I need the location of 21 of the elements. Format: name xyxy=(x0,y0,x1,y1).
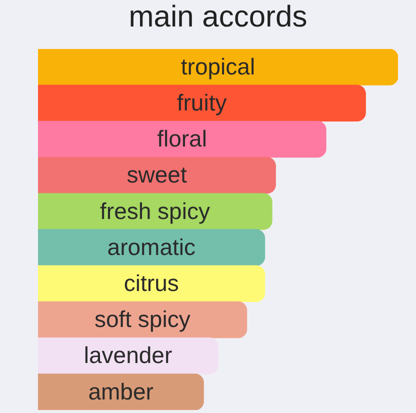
bar xyxy=(38,84,366,122)
y-tick-label: lavender xyxy=(84,342,172,368)
bar xyxy=(38,120,326,158)
y-tick-label: citrus xyxy=(124,270,179,296)
bar xyxy=(38,229,266,266)
y-tick-label: tropical xyxy=(180,53,256,80)
y-tick-label: amber xyxy=(88,378,154,404)
y-tick-label: fruity xyxy=(176,89,228,116)
bar xyxy=(38,374,204,410)
bar xyxy=(38,49,398,86)
y-tick-label: sweet xyxy=(126,162,188,188)
bar xyxy=(38,301,248,338)
y-tick-label: soft spicy xyxy=(94,306,191,332)
bar xyxy=(38,265,266,302)
y-tick-label: floral xyxy=(157,126,207,152)
y-tick-label: aromatic xyxy=(107,234,196,260)
bar xyxy=(38,156,276,194)
bar xyxy=(38,337,218,374)
y-tick-label: fresh spicy xyxy=(100,198,210,224)
chart-title: main accords xyxy=(128,0,308,34)
bar xyxy=(38,193,272,230)
